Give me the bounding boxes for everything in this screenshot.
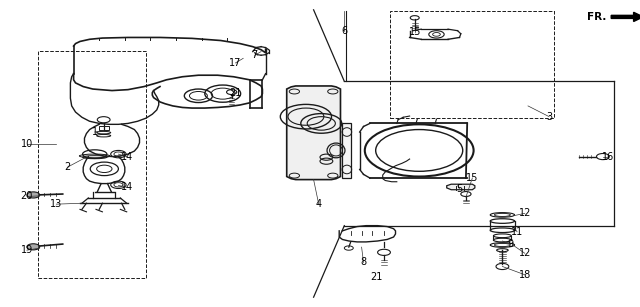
Text: 16: 16 — [602, 152, 614, 161]
Text: FR.: FR. — [588, 12, 607, 22]
Text: 15: 15 — [408, 27, 421, 37]
Text: 19: 19 — [20, 245, 33, 255]
Text: 14: 14 — [120, 152, 133, 161]
Text: 4: 4 — [316, 199, 322, 209]
Text: 6: 6 — [341, 26, 348, 36]
Text: 9: 9 — [508, 239, 514, 249]
Bar — [390, 11, 554, 118]
Text: 7: 7 — [252, 50, 258, 60]
Bar — [38, 51, 146, 278]
Bar — [99, 126, 109, 130]
Text: 2: 2 — [64, 162, 70, 172]
Polygon shape — [447, 184, 475, 190]
Text: 1: 1 — [92, 127, 98, 137]
Text: 20: 20 — [20, 192, 33, 201]
Text: 14: 14 — [120, 182, 133, 192]
Text: 15: 15 — [466, 173, 479, 183]
Text: 5: 5 — [456, 184, 463, 194]
Polygon shape — [342, 123, 351, 178]
Text: 11: 11 — [511, 227, 524, 237]
Text: 12: 12 — [518, 208, 531, 218]
Text: 12: 12 — [518, 248, 531, 258]
Circle shape — [27, 244, 40, 250]
Text: 17: 17 — [229, 58, 242, 68]
Polygon shape — [611, 12, 640, 21]
Text: 21: 21 — [229, 88, 242, 98]
Polygon shape — [74, 37, 266, 53]
Text: 18: 18 — [518, 270, 531, 280]
Text: 21: 21 — [370, 272, 383, 282]
Circle shape — [27, 192, 40, 198]
Polygon shape — [287, 86, 340, 180]
Text: 8: 8 — [360, 258, 367, 267]
Text: 10: 10 — [20, 139, 33, 149]
Text: 3: 3 — [546, 112, 552, 122]
Text: 13: 13 — [50, 199, 63, 209]
